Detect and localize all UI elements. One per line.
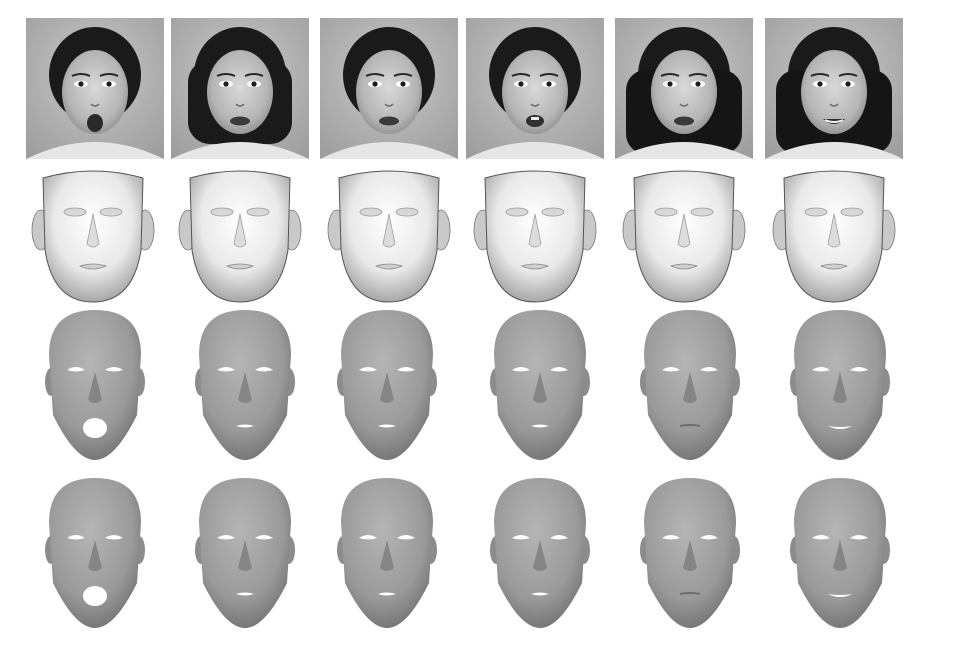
smooth-shape-fear <box>474 171 596 302</box>
mesh-row4-fear <box>490 478 590 628</box>
smooth-shape-angry <box>623 171 745 302</box>
photo-happy <box>765 18 903 159</box>
mesh-row3-disgust <box>195 310 295 460</box>
mesh-row3-surprise <box>45 310 145 460</box>
smooth-shape-surprise <box>32 171 154 302</box>
mesh-row3-happy <box>790 310 890 460</box>
mesh-row4-happy <box>790 478 890 628</box>
mesh-row4-surprise <box>45 478 145 628</box>
mesh-row4-disgust <box>195 478 295 628</box>
mesh-row4-sad <box>337 478 437 628</box>
mesh-row3-angry <box>640 310 740 460</box>
photo-surprise <box>26 18 164 159</box>
photo-sad <box>320 18 458 159</box>
photo-disgust <box>171 18 309 159</box>
mesh-row4-angry <box>640 478 740 628</box>
photo-angry <box>615 18 753 159</box>
photo-fear <box>466 18 604 159</box>
mesh-row3-fear <box>490 310 590 460</box>
smooth-shape-disgust <box>179 171 301 302</box>
smooth-shape-sad <box>328 171 450 302</box>
mesh-row3-sad <box>337 310 437 460</box>
smooth-shape-happy <box>773 171 895 302</box>
